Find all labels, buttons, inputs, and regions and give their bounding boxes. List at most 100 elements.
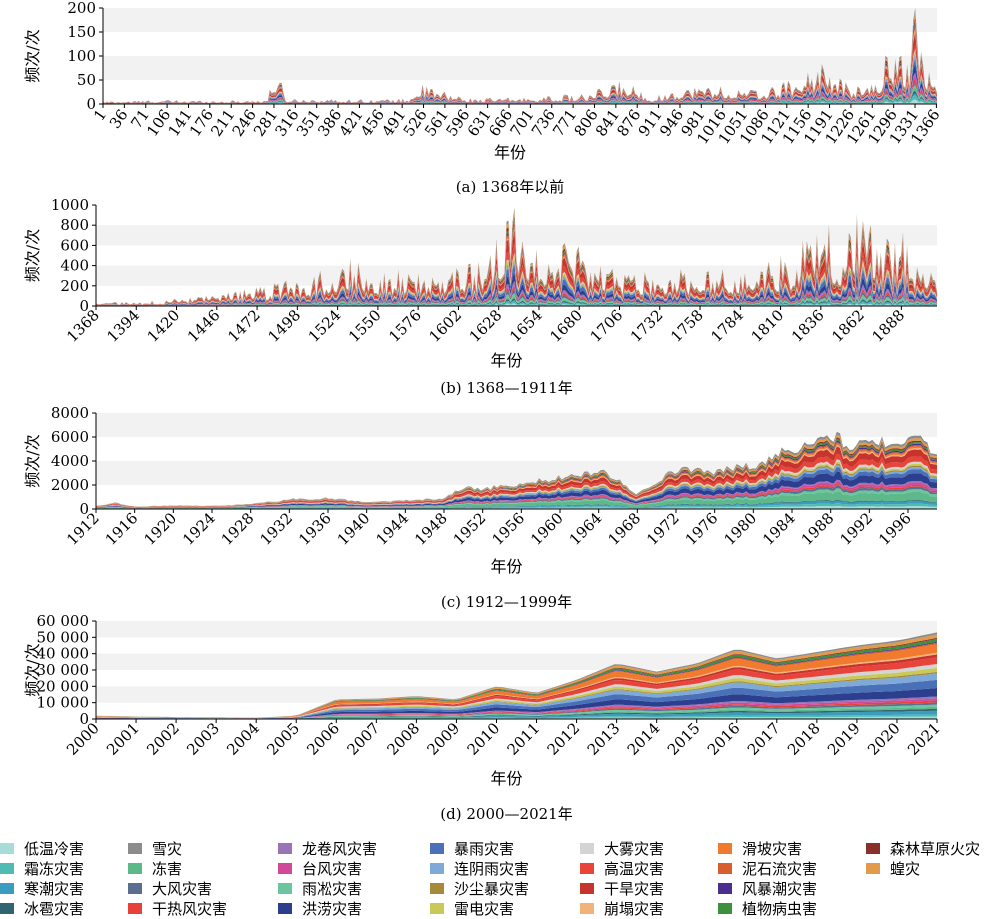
x-tick-label: 36 bbox=[106, 106, 132, 132]
x-tick-label: 1956 bbox=[488, 509, 528, 549]
y-axis-label: 频次/次 bbox=[23, 434, 42, 487]
x-tick-label: 1420 bbox=[144, 306, 184, 346]
area-series bbox=[103, 93, 937, 104]
legend-swatch bbox=[718, 902, 732, 914]
x-tick-label: 2016 bbox=[704, 719, 744, 759]
legend-swatch bbox=[430, 882, 444, 894]
area-series bbox=[96, 500, 937, 509]
legend-label: 雨凇灾害 bbox=[302, 879, 363, 898]
y-tick-label: 0 bbox=[79, 297, 89, 315]
legend-item: 高温灾害 bbox=[580, 858, 664, 878]
x-tick-label: 1576 bbox=[385, 306, 425, 346]
x-tick-label: 1706 bbox=[587, 306, 627, 346]
area-series bbox=[96, 664, 937, 719]
x-tick-label: 2005 bbox=[263, 719, 303, 759]
legend-swatch bbox=[430, 902, 444, 914]
y-axis-label: 频次/次 bbox=[23, 29, 42, 82]
x-tick-label: 1916 bbox=[102, 509, 142, 549]
y-tick-label: 400 bbox=[60, 257, 89, 275]
x-tick-label: 1912 bbox=[63, 509, 103, 549]
legend-swatch bbox=[278, 862, 292, 874]
legend-item: 滑坡灾害 bbox=[718, 838, 802, 858]
legend-item: 龙卷风灾害 bbox=[278, 838, 377, 858]
legend-label: 风暴潮灾害 bbox=[742, 879, 818, 898]
panel-caption: (b) 1368—1911年 bbox=[440, 379, 572, 397]
x-tick-label: 1732 bbox=[627, 306, 667, 346]
y-tick-label: 50 000 bbox=[37, 628, 90, 646]
area-series bbox=[96, 688, 937, 719]
y-tick-label: 50 bbox=[77, 71, 96, 89]
y-tick-label: 0 bbox=[79, 710, 89, 728]
grid-band bbox=[103, 8, 937, 32]
legend-label: 沙尘暴灾害 bbox=[454, 879, 530, 898]
area-series bbox=[103, 32, 937, 104]
legend-label: 台风灾害 bbox=[302, 859, 363, 878]
legend-item: 雪灾 bbox=[128, 838, 182, 858]
x-tick-label: 1948 bbox=[411, 509, 451, 549]
x-tick-label: 1446 bbox=[184, 306, 224, 346]
x-tick-label: 2018 bbox=[784, 719, 824, 759]
y-tick-label: 20 000 bbox=[37, 677, 90, 695]
legend-label: 洪涝灾害 bbox=[302, 899, 363, 918]
y-tick-label: 800 bbox=[60, 216, 89, 234]
area-series bbox=[103, 45, 937, 104]
area-series bbox=[103, 95, 937, 104]
area-series bbox=[96, 696, 937, 719]
legend-label: 龙卷风灾害 bbox=[302, 839, 378, 858]
y-tick-label: 100 bbox=[67, 47, 96, 65]
x-tick-label: 1784 bbox=[707, 306, 747, 346]
legend-swatch bbox=[430, 862, 444, 874]
legend-item: 台风灾害 bbox=[278, 858, 362, 878]
x-tick-label: 1550 bbox=[345, 306, 385, 346]
y-tick-label: 6000 bbox=[51, 428, 89, 446]
x-tick-label: 1680 bbox=[546, 306, 586, 346]
x-tick-label: 1862 bbox=[828, 306, 868, 346]
x-tick-label: 1992 bbox=[836, 509, 876, 549]
legend-swatch bbox=[278, 842, 292, 854]
x-tick-label: 1888 bbox=[868, 306, 908, 346]
area-series bbox=[96, 679, 937, 719]
area-series bbox=[96, 652, 937, 718]
legend-swatch bbox=[718, 862, 732, 874]
x-tick-label: 1940 bbox=[334, 509, 374, 549]
y-tick-label: 40 000 bbox=[37, 645, 90, 663]
legend-label: 大雾灾害 bbox=[604, 839, 665, 858]
legend-swatch bbox=[718, 842, 732, 854]
legend-label: 蝗灾 bbox=[890, 859, 921, 878]
area-series bbox=[103, 78, 937, 104]
legend-item: 植物病虫害 bbox=[718, 898, 817, 918]
y-tick-label: 0 bbox=[79, 500, 89, 518]
chart-panel-b: 0 200 400 600 800 1000 1368 1394 1420 1446 1472 149… bbox=[23, 196, 937, 397]
y-tick-label: 0 bbox=[86, 95, 96, 113]
legend-swatch bbox=[580, 842, 594, 854]
legend-label: 冰雹灾害 bbox=[24, 899, 85, 918]
x-axis-label: 年份 bbox=[490, 351, 522, 370]
area-series bbox=[96, 654, 937, 718]
area-series bbox=[96, 710, 937, 719]
legend-item: 雨凇灾害 bbox=[278, 878, 362, 898]
legend-swatch bbox=[0, 842, 14, 854]
x-tick-label: 1968 bbox=[604, 509, 644, 549]
legend-label: 大风灾害 bbox=[152, 879, 213, 898]
legend-label: 雪灾 bbox=[152, 839, 183, 858]
legend-label: 崩塌灾害 bbox=[604, 899, 665, 918]
x-tick-label: 1980 bbox=[720, 509, 760, 549]
legend-label: 雷电灾害 bbox=[454, 899, 515, 918]
legend-label: 植物病虫害 bbox=[742, 899, 818, 918]
x-tick-label: 1976 bbox=[682, 509, 722, 549]
y-tick-label: 150 bbox=[67, 23, 96, 41]
y-tick-label: 200 bbox=[67, 0, 96, 17]
y-tick-label: 600 bbox=[60, 236, 89, 254]
x-tick-label: 1810 bbox=[748, 306, 788, 346]
legend-item: 泥石流灾害 bbox=[718, 858, 817, 878]
area-series bbox=[103, 63, 937, 104]
legend-item: 冰雹灾害 bbox=[0, 898, 84, 918]
legend-label: 干旱灾害 bbox=[604, 879, 665, 898]
x-tick-label: 1920 bbox=[140, 509, 180, 549]
x-tick-label: 1988 bbox=[798, 509, 838, 549]
area-series bbox=[103, 72, 937, 104]
legend-swatch bbox=[278, 882, 292, 894]
area-series bbox=[96, 632, 937, 718]
area-series bbox=[96, 671, 937, 719]
